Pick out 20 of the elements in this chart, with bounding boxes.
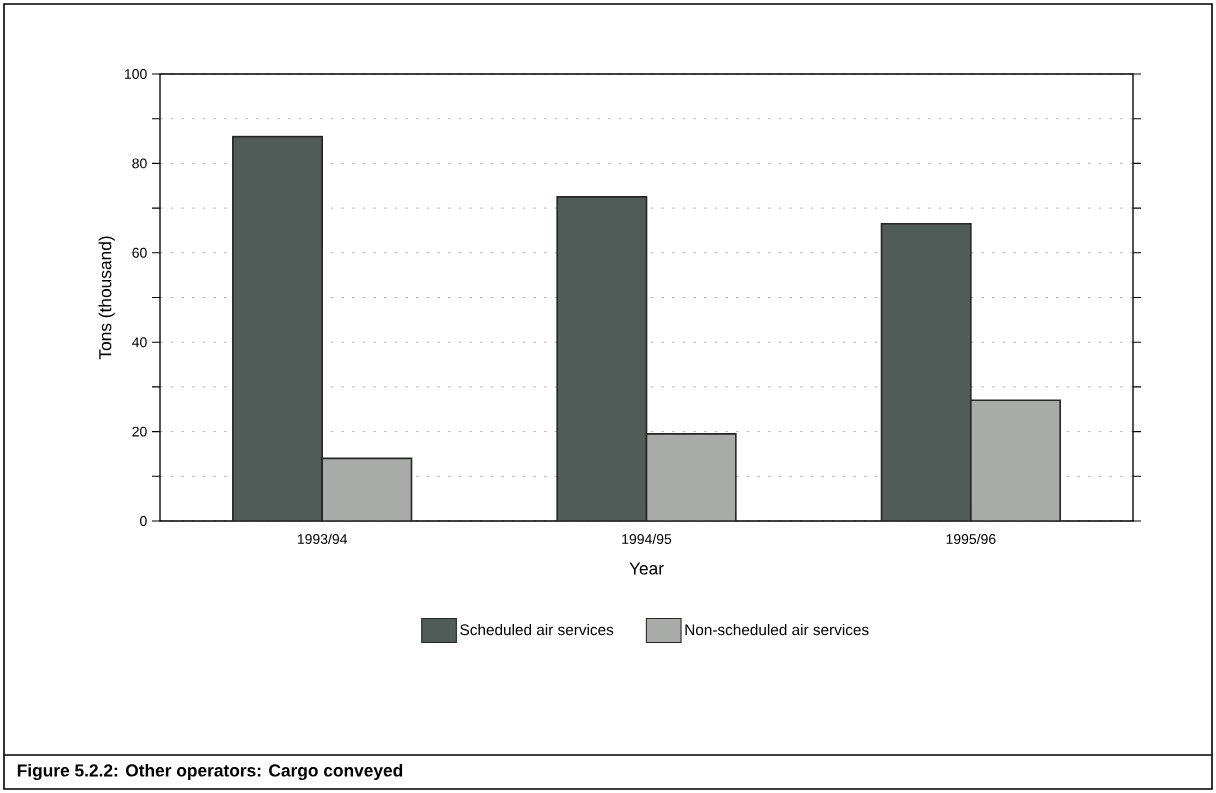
bar [645, 433, 737, 521]
y-tick-label: 0 [140, 516, 147, 526]
y-tick-label: 100 [125, 69, 147, 79]
y-axis-title: Tons (thousand) [98, 236, 115, 360]
y-tick-label: 20 [132, 426, 147, 437]
bar [232, 135, 323, 521]
y-tick-label: 80 [132, 158, 147, 169]
bar [880, 222, 972, 521]
x-tick-label: 1995/96 [946, 533, 996, 544]
bar [321, 457, 413, 521]
bar [556, 196, 648, 521]
x-axis-title: Year [629, 562, 664, 575]
legend-label: Scheduled air services [460, 623, 614, 636]
bar [970, 399, 1061, 521]
y-tick-label: 60 [132, 247, 147, 258]
y-tick-label: 40 [132, 337, 147, 348]
x-tick-label: 1994/95 [622, 533, 672, 544]
text: Figure 5.2.2: Other operators: Cargo conveyed [17, 763, 403, 781]
legend-label: Non-scheduled air services [685, 623, 869, 636]
x-tick-label: 1993/94 [297, 533, 348, 544]
